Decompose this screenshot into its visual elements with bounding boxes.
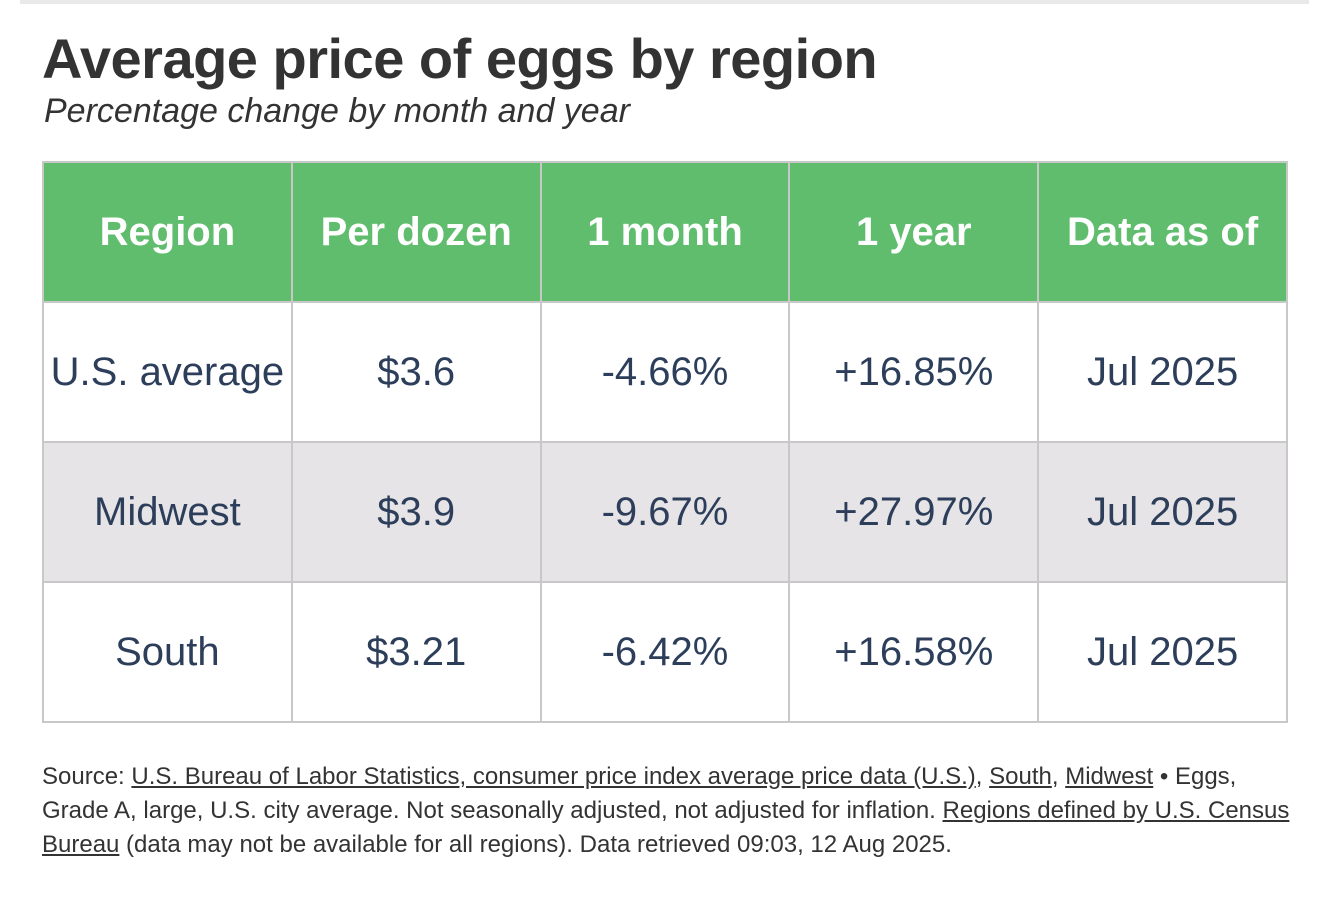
table-row: Midwest $3.9 -9.67% +27.97% Jul 2025	[42, 441, 1288, 583]
cell-region: South	[42, 581, 293, 723]
bls-link[interactable]: U.S. Bureau of Labor Statistics, consume…	[131, 763, 976, 790]
source-separator: ,	[975, 763, 990, 790]
table-row: South $3.21 -6.42% +16.58% Jul 2025	[42, 581, 1288, 723]
column-header-region: Region	[42, 161, 293, 303]
cell-per-dozen: $3.21	[290, 581, 542, 723]
series-description: • Eggs, Grade A, large, U.S. city averag…	[42, 763, 1237, 824]
egg-price-table: Region Per dozen 1 month 1 year Data as …	[42, 161, 1288, 723]
cell-region: U.S. average	[42, 301, 293, 443]
cell-data-as-of: Jul 2025	[1037, 581, 1288, 723]
column-header-data-as-of: Data as of	[1037, 161, 1288, 303]
cell-1-month: -6.42%	[539, 581, 791, 723]
cell-per-dozen: $3.9	[290, 441, 542, 583]
chart-subtitle: Percentage change by month and year	[44, 92, 630, 130]
cell-per-dozen: $3.6	[290, 301, 542, 443]
cell-1-month: -4.66%	[539, 301, 791, 443]
column-header-1-year: 1 year	[788, 161, 1040, 303]
column-header-1-month: 1 month	[539, 161, 791, 303]
table-row: U.S. average $3.6 -4.66% +16.85% Jul 202…	[42, 301, 1288, 443]
header-row: Region Per dozen 1 month 1 year Data as …	[42, 161, 1288, 303]
column-header-per-dozen: Per dozen	[290, 161, 542, 303]
cell-1-year: +16.58%	[788, 581, 1040, 723]
census-regions-link[interactable]: Regions defined by U.S. Census Bureau	[42, 797, 1290, 858]
source-prefix: Source:	[42, 763, 132, 790]
midwest-link[interactable]: Midwest	[1065, 763, 1154, 790]
cell-1-month: -9.67%	[539, 441, 791, 583]
source-suffix: (data may not be available for all regio…	[119, 831, 952, 858]
cell-1-year: +27.97%	[788, 441, 1040, 583]
source-separator: ,	[1051, 763, 1066, 790]
source-note: Source: U.S. Bureau of Labor Statistics,…	[42, 760, 1292, 862]
cell-1-year: +16.85%	[788, 301, 1040, 443]
chart-title: Average price of eggs by region	[42, 27, 878, 90]
cell-data-as-of: Jul 2025	[1037, 441, 1288, 583]
top-divider	[20, 0, 1309, 4]
cell-data-as-of: Jul 2025	[1037, 301, 1288, 443]
south-link[interactable]: South	[989, 763, 1052, 790]
cell-region: Midwest	[42, 441, 293, 583]
